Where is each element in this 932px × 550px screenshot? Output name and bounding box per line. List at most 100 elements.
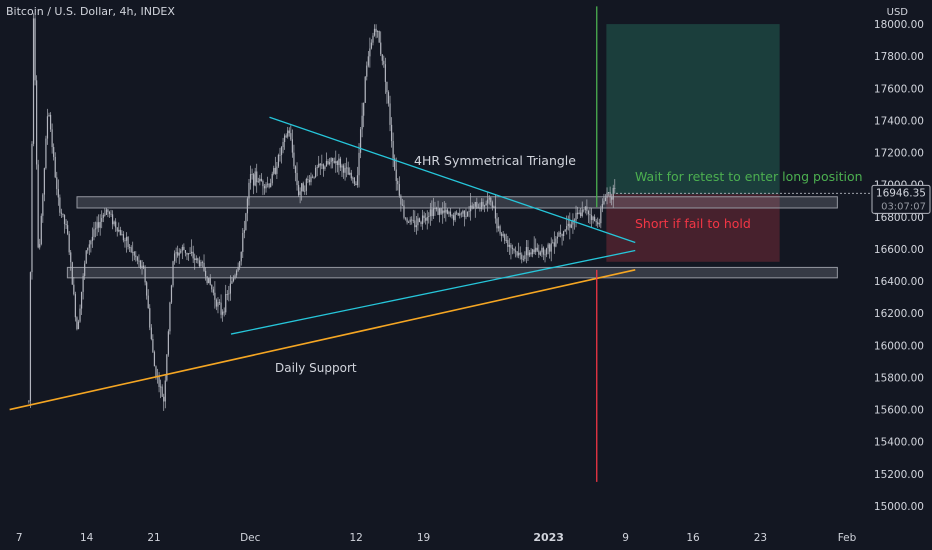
x-tick-label: 19 (417, 532, 430, 544)
candle-body (122, 234, 125, 241)
candle-body (125, 236, 128, 241)
candle-body (142, 265, 145, 269)
candle-body (594, 216, 596, 222)
candle-body (442, 210, 444, 214)
candle-body (214, 292, 216, 300)
candle-body (547, 244, 549, 249)
y-tick-label: 15600.00 (874, 405, 924, 417)
candle-body (395, 169, 397, 181)
candle-body (428, 216, 430, 217)
candle-body (319, 163, 321, 166)
candle-body (74, 294, 76, 318)
candle-body (245, 213, 247, 231)
candle-body (287, 130, 289, 137)
candle-body (276, 166, 278, 174)
candle-body (386, 81, 388, 93)
candle-body (313, 176, 315, 178)
candle-body (138, 260, 140, 262)
candle-body (110, 213, 112, 215)
candle-body (282, 141, 284, 148)
candle-body (211, 284, 213, 290)
candle-body (423, 215, 425, 219)
candle-body (139, 260, 142, 268)
candle-body (257, 181, 259, 183)
candle-body (448, 211, 450, 214)
candle-body (136, 257, 138, 261)
candle-body (507, 240, 509, 247)
candle-body (522, 259, 524, 260)
candle-body (192, 251, 194, 259)
candle-body (569, 223, 571, 228)
candle-body (552, 242, 554, 244)
candle-body (107, 209, 109, 212)
candle-body (180, 250, 182, 253)
candle-body (191, 251, 193, 254)
candle-body (535, 247, 537, 253)
candle-body (561, 233, 563, 236)
candle-body (84, 263, 86, 276)
candle-body (231, 281, 233, 284)
candle-body (274, 167, 276, 174)
candle-body (575, 212, 577, 221)
candle-body (209, 277, 211, 285)
candle-body (449, 211, 452, 216)
candle-body (277, 154, 280, 167)
candle-body (105, 209, 107, 215)
candle-body (505, 240, 507, 241)
candle-body (268, 183, 270, 188)
candle-body (496, 218, 498, 229)
candle-body (532, 249, 534, 255)
candle-body (111, 214, 114, 225)
candle-body (67, 225, 69, 234)
candle-body (589, 214, 591, 216)
candle-body (147, 295, 149, 309)
candle-body (473, 206, 475, 209)
candle-body (494, 206, 497, 219)
candle-body (118, 229, 120, 232)
candle-body (302, 183, 304, 192)
candle-body (598, 223, 600, 225)
candle-body (459, 213, 461, 216)
candle-body (567, 223, 569, 227)
candle-body (468, 211, 470, 213)
annotations: 4HR Symmetrical Triangle Daily Support Wai… (275, 153, 863, 375)
candle-body (342, 165, 345, 173)
candle-body (570, 224, 572, 228)
candle-body (240, 251, 242, 262)
candle-body (488, 197, 490, 200)
candle-body (291, 139, 293, 153)
candle-body (304, 190, 306, 192)
candle-body (229, 283, 231, 294)
candle-body (341, 165, 343, 168)
candle-body (611, 197, 613, 200)
candle-body (237, 267, 239, 271)
candle-body (186, 252, 188, 255)
candle-body (530, 252, 532, 255)
candle-body (576, 212, 579, 215)
candle-body (220, 302, 222, 315)
candle-body (242, 232, 244, 252)
candle-body (121, 234, 123, 236)
candle-body (189, 253, 191, 254)
candle-body (218, 302, 221, 303)
candle-body (603, 201, 605, 204)
candle-body (45, 138, 47, 169)
support-zone (66, 266, 838, 279)
candle-body (51, 129, 53, 148)
candle-body (232, 278, 235, 282)
candle-body (53, 147, 55, 157)
candle-body (308, 179, 311, 183)
candle-body (363, 102, 365, 116)
candle-body (491, 202, 493, 208)
candle-body (373, 28, 376, 36)
candle-body (119, 229, 121, 236)
candle-body (173, 253, 176, 262)
candle-body (572, 219, 574, 225)
candle-body (504, 234, 506, 241)
candle-body (200, 262, 202, 267)
candle-body (592, 216, 594, 221)
candle-body (68, 233, 70, 253)
candle-body (212, 289, 214, 293)
candle-body (187, 253, 190, 255)
